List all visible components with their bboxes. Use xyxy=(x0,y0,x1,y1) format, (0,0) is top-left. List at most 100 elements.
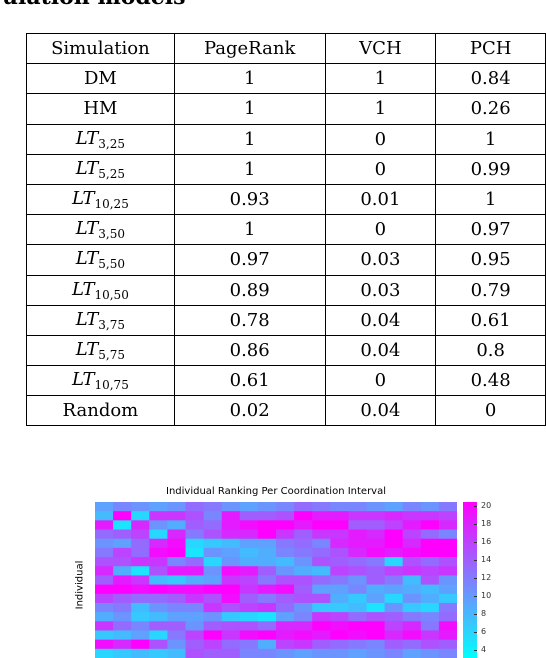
simulation-base: LT xyxy=(75,218,99,240)
heatmap-cell xyxy=(131,547,150,558)
heatmap-cell xyxy=(95,575,114,585)
heatmap-cell xyxy=(402,502,422,512)
heatmap-cell xyxy=(312,593,331,604)
heatmap-cell xyxy=(402,602,422,613)
heatmap-cell xyxy=(348,538,367,549)
heatmap-cell xyxy=(257,566,277,576)
heatmap-cell xyxy=(438,593,457,604)
heatmap-cell xyxy=(420,566,440,576)
heatmap-cell xyxy=(312,547,331,558)
heatmap-cell xyxy=(239,630,259,641)
heatmap-cell xyxy=(420,538,440,549)
heatmap-cell xyxy=(384,593,404,604)
simulation-base: LT xyxy=(71,369,95,391)
heatmap-cell xyxy=(366,621,385,631)
header-pagerank: PageRank xyxy=(173,32,326,65)
heatmap-cell xyxy=(113,575,132,585)
heatmap-cell xyxy=(366,566,385,576)
simulation-subscript: 3,75 xyxy=(98,317,125,332)
heatmap-cell xyxy=(438,511,457,521)
heatmap-cell xyxy=(276,557,295,567)
heatmap-cell xyxy=(185,575,204,585)
heatmap-cell xyxy=(402,511,422,521)
simulation-name-cell: DM xyxy=(26,63,175,95)
heatmap-cell xyxy=(438,547,457,558)
heatmap-cell xyxy=(131,630,150,641)
heatmap-cell xyxy=(366,639,385,650)
heatmap-cell xyxy=(384,511,404,521)
heatmap-cell xyxy=(420,547,440,558)
colorbar-tick-label: 4 xyxy=(481,645,487,654)
heatmap-cell xyxy=(257,529,277,540)
simulation-subscript: 5,25 xyxy=(98,166,125,181)
heatmap-cell xyxy=(113,502,132,512)
vch-cell: 0.03 xyxy=(324,274,437,306)
heatmap-cell xyxy=(185,566,204,576)
heatmap-cell xyxy=(330,612,349,622)
simulation-name-cell: LT3,75 xyxy=(26,304,175,336)
header-pch: PCH xyxy=(435,32,546,65)
pagerank-cell: 0.61 xyxy=(173,365,326,397)
heatmap-cell xyxy=(257,502,277,512)
heatmap-cell xyxy=(113,584,132,595)
colorbar-tick-label: 6 xyxy=(481,627,487,636)
heatmap-cell xyxy=(95,639,114,650)
heatmap-cell xyxy=(95,529,114,540)
heatmap-cell xyxy=(312,557,331,567)
heatmap-cell xyxy=(348,547,367,558)
pch-cell: 0.61 xyxy=(435,304,546,336)
simulation-name-cell: LT10,25 xyxy=(26,183,175,216)
heatmap-cell xyxy=(330,648,349,658)
heatmap-cell xyxy=(185,612,204,622)
heatmap-cell xyxy=(420,639,440,650)
heatmap-cell xyxy=(420,529,440,540)
heatmap-cell xyxy=(330,520,349,530)
table-header-row: Simulation PageRank VCH PCH xyxy=(26,32,546,65)
heatmap-cell xyxy=(312,584,331,595)
heatmap-cell xyxy=(221,502,241,512)
heatmap-cell xyxy=(257,630,277,641)
heatmap-cell xyxy=(348,593,367,604)
heatmap-cell xyxy=(312,621,331,631)
heatmap-cell xyxy=(149,621,168,631)
heatmap-cell xyxy=(113,612,132,622)
colorbar-tick-mark xyxy=(474,596,477,597)
heatmap-cell xyxy=(420,557,440,567)
heatmap-cell xyxy=(294,547,313,558)
heatmap-cell xyxy=(348,566,367,576)
heatmap-cell xyxy=(167,502,186,512)
heatmap-cell xyxy=(438,584,457,595)
simulation-base: LT xyxy=(71,188,95,210)
heatmap-cell xyxy=(276,630,295,641)
colorbar-tick-label: 20 xyxy=(481,501,492,510)
heatmap-cell xyxy=(149,575,168,585)
heatmap-cell xyxy=(276,621,295,631)
colorbar-tick-mark xyxy=(474,632,477,633)
colorbar-tick-label: 10 xyxy=(481,591,492,600)
heatmap-cell xyxy=(149,584,168,595)
heatmap-cell xyxy=(113,538,132,549)
heatmap-cell xyxy=(113,557,132,567)
heatmap-cell xyxy=(95,566,114,576)
heatmap-cell xyxy=(384,621,404,631)
heatmap-cell xyxy=(221,602,241,613)
heatmap-cell xyxy=(203,520,223,530)
heatmap-cell xyxy=(312,511,331,521)
heatmap-cell xyxy=(257,584,277,595)
heatmap-cell xyxy=(257,557,277,567)
heatmap-cell xyxy=(312,639,331,650)
pch-cell: 0.79 xyxy=(435,274,546,306)
heatmap-cell xyxy=(366,575,385,585)
heatmap-cell xyxy=(257,612,277,622)
heatmap-cell xyxy=(312,566,331,576)
heatmap-cell xyxy=(384,639,404,650)
results-table: Simulation PageRank VCH PCH DM 1 1 0.84 HM 1 1… xyxy=(26,32,546,427)
heatmap-cell xyxy=(384,520,404,530)
simulation-name-cell: LT10,50 xyxy=(26,274,175,306)
heatmap-cell xyxy=(149,566,168,576)
heatmap-cell xyxy=(113,529,132,540)
heatmap-cell xyxy=(276,547,295,558)
heatmap-cell xyxy=(95,511,114,521)
heatmap-cell xyxy=(203,547,223,558)
simulation-name-cell: LT3,50 xyxy=(26,214,175,246)
